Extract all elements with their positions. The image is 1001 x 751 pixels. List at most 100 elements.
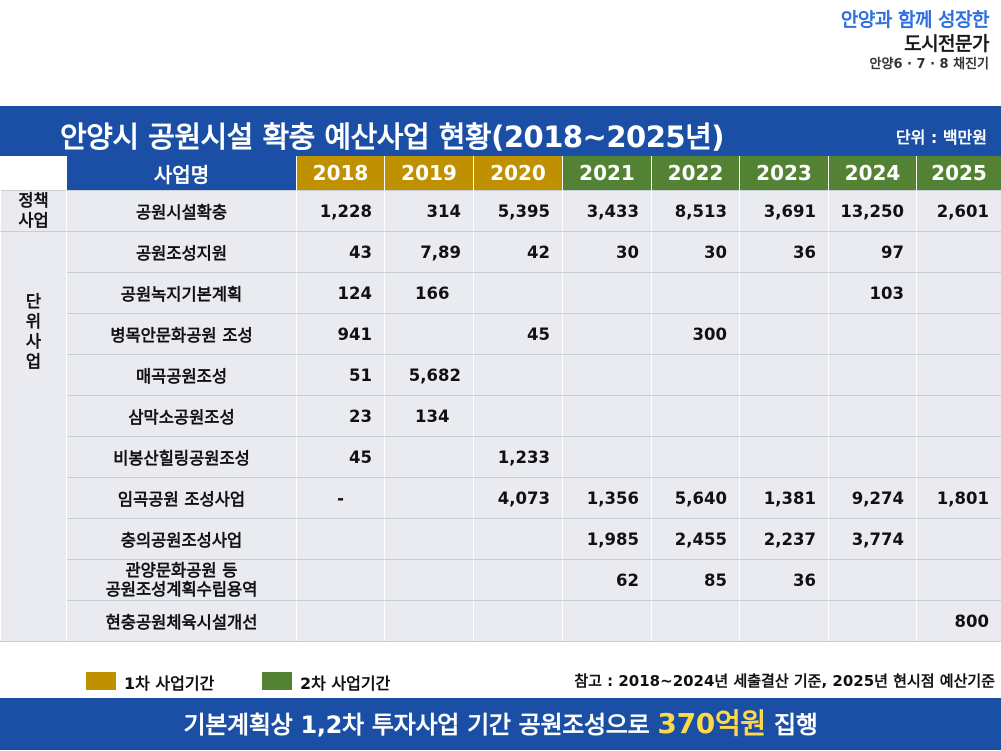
project-name: 비봉산힐링공원조성 bbox=[67, 437, 297, 478]
project-name: 임곡공원 조성사업 bbox=[67, 478, 297, 519]
project-name: 매곡공원조성 bbox=[67, 355, 297, 396]
value-cell: 4,073 bbox=[474, 478, 563, 519]
table-row: 매곡공원조성 51 5,682 bbox=[1, 355, 1001, 396]
table-row: 임곡공원 조성사업 - 4,073 1,356 5,640 1,381 9,27… bbox=[1, 478, 1001, 519]
value-cell bbox=[474, 519, 563, 560]
value-cell bbox=[385, 601, 474, 642]
value-cell: 36 bbox=[740, 232, 829, 273]
value-cell: 5,395 bbox=[474, 191, 563, 232]
value-cell bbox=[297, 519, 385, 560]
value-cell bbox=[474, 601, 563, 642]
value-cell: 3,433 bbox=[563, 191, 652, 232]
value-cell: 3,691 bbox=[740, 191, 829, 232]
value-cell bbox=[385, 437, 474, 478]
value-cell bbox=[917, 232, 1001, 273]
value-cell: 30 bbox=[652, 232, 740, 273]
value-cell bbox=[563, 355, 652, 396]
summary-banner: 기본계획상 1,2차 투자사업 기간 공원조성으로 370억원 집행 bbox=[0, 698, 1001, 750]
legend: 1차 사업기간 2차 사업기간 참고 : 2018~2024년 세출결산 기준,… bbox=[0, 664, 1001, 696]
value-cell: 134 bbox=[385, 396, 474, 437]
reference-note: 참고 : 2018~2024년 세출결산 기준, 2025년 현시점 예산기준 bbox=[574, 670, 995, 691]
project-name: 삼막소공원조성 bbox=[67, 396, 297, 437]
value-cell bbox=[385, 519, 474, 560]
value-cell bbox=[474, 355, 563, 396]
project-name: 현충공원체육시설개선 bbox=[67, 601, 297, 642]
project-name: 공원녹지기본계획 bbox=[67, 273, 297, 314]
value-cell bbox=[563, 437, 652, 478]
page-title: 안양시 공원시설 확충 예산사업 현황(2018~2025년) bbox=[60, 114, 724, 156]
value-cell bbox=[917, 355, 1001, 396]
value-cell: 8,513 bbox=[652, 191, 740, 232]
value-cell bbox=[652, 355, 740, 396]
value-cell bbox=[652, 396, 740, 437]
value-cell bbox=[829, 437, 917, 478]
value-cell: 1,381 bbox=[740, 478, 829, 519]
value-cell: 9,274 bbox=[829, 478, 917, 519]
value-cell bbox=[917, 519, 1001, 560]
value-cell bbox=[740, 601, 829, 642]
value-cell: 7,89 bbox=[385, 232, 474, 273]
value-cell: 2,237 bbox=[740, 519, 829, 560]
value-cell: 43 bbox=[297, 232, 385, 273]
header-year: 2025 bbox=[917, 156, 1001, 191]
value-cell bbox=[917, 437, 1001, 478]
value-cell: 1,233 bbox=[474, 437, 563, 478]
value-cell: 45 bbox=[297, 437, 385, 478]
summary-prefix: 기본계획상 1,2차 투자사업 기간 공원조성으로 bbox=[183, 711, 657, 739]
project-name: 충의공원조성사업 bbox=[67, 519, 297, 560]
value-cell bbox=[474, 560, 563, 601]
unit-label: 단위 : 백만원 bbox=[896, 124, 987, 148]
header-project-name: 사업명 bbox=[67, 156, 297, 191]
value-cell: 1,801 bbox=[917, 478, 1001, 519]
category-policy: 정책 사업 bbox=[1, 191, 67, 232]
value-cell bbox=[740, 355, 829, 396]
project-name: 공원조성지원 bbox=[67, 232, 297, 273]
table-row: 정책 사업 공원시설확충 1,228 314 5,395 3,433 8,513… bbox=[1, 191, 1001, 232]
value-cell: 1,356 bbox=[563, 478, 652, 519]
value-cell bbox=[829, 355, 917, 396]
value-cell: 941 bbox=[297, 314, 385, 355]
value-cell bbox=[917, 314, 1001, 355]
value-cell bbox=[563, 396, 652, 437]
brand-block: 안양과 함께 성장한 도시전문가 안양6 · 7 · 8 채진기 bbox=[841, 8, 989, 74]
phase2-label: 2차 사업기간 bbox=[300, 670, 390, 694]
table-row: 현충공원체육시설개선 800 bbox=[1, 601, 1001, 642]
value-cell bbox=[740, 314, 829, 355]
summary-amount: 370억원 bbox=[657, 707, 765, 740]
value-cell bbox=[917, 273, 1001, 314]
value-cell: 42 bbox=[474, 232, 563, 273]
value-cell bbox=[297, 601, 385, 642]
value-cell: 314 bbox=[385, 191, 474, 232]
value-cell: 1,228 bbox=[297, 191, 385, 232]
project-name: 공원시설확충 bbox=[67, 191, 297, 232]
value-cell bbox=[652, 273, 740, 314]
value-cell bbox=[829, 314, 917, 355]
table-header-row: 사업명 2018 2019 2020 2021 2022 2023 2024 2… bbox=[1, 156, 1001, 191]
value-cell: 800 bbox=[917, 601, 1001, 642]
header-year: 2024 bbox=[829, 156, 917, 191]
brand-author: 안양6 · 7 · 8 채진기 bbox=[841, 56, 989, 74]
value-cell: 36 bbox=[740, 560, 829, 601]
value-cell: 5,640 bbox=[652, 478, 740, 519]
value-cell: 1,985 bbox=[563, 519, 652, 560]
brand-slogan: 안양과 함께 성장한 bbox=[841, 8, 989, 32]
header-year: 2022 bbox=[652, 156, 740, 191]
project-name: 관양문화공원 등 공원조성계획수립용역 bbox=[67, 560, 297, 601]
header-year: 2020 bbox=[474, 156, 563, 191]
value-cell bbox=[474, 273, 563, 314]
header-year: 2018 bbox=[297, 156, 385, 191]
header-blank-cell bbox=[1, 156, 67, 191]
value-cell: 103 bbox=[829, 273, 917, 314]
phase1-label: 1차 사업기간 bbox=[124, 670, 214, 694]
project-name-line1: 관양문화공원 등 bbox=[67, 561, 296, 580]
table-row: 삼막소공원조성 23 134 bbox=[1, 396, 1001, 437]
value-cell bbox=[740, 273, 829, 314]
value-cell bbox=[385, 560, 474, 601]
value-cell bbox=[563, 314, 652, 355]
category-unit: 단 위 사 업 bbox=[1, 232, 67, 642]
value-cell bbox=[385, 314, 474, 355]
table-row: 충의공원조성사업 1,985 2,455 2,237 3,774 bbox=[1, 519, 1001, 560]
value-cell: 97 bbox=[829, 232, 917, 273]
value-cell bbox=[563, 601, 652, 642]
value-cell: 51 bbox=[297, 355, 385, 396]
